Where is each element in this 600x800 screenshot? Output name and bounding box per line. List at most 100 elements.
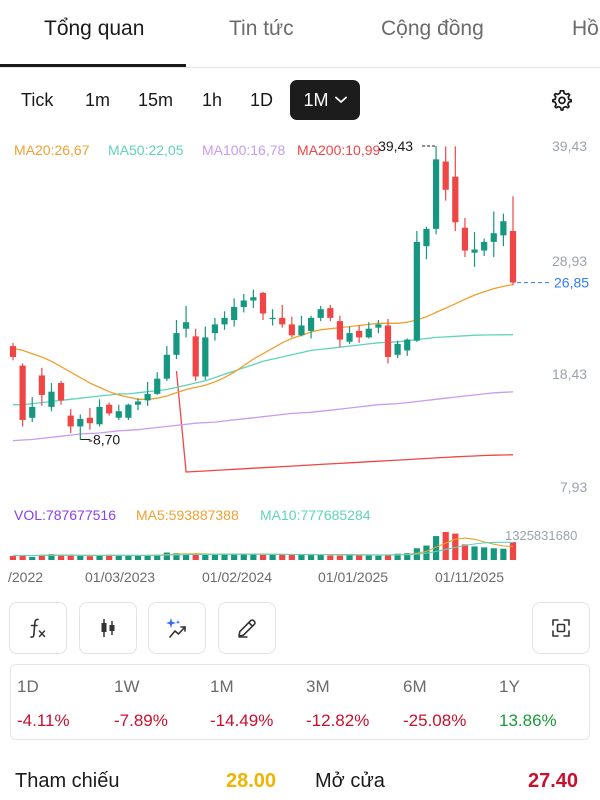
interval-15m[interactable]: 15m: [138, 90, 174, 110]
price-tick-label: 18,43: [552, 366, 587, 382]
sparkle-icon: [166, 618, 186, 638]
performance-table: 1D -4.11% 1W -7.89% 1M -14.49% 3M -12.82% 6M -25.…: [10, 664, 590, 740]
interval-1month-dropdown[interactable]: 1M: [290, 80, 360, 120]
pencil-icon: [238, 619, 256, 638]
candle-body: [231, 307, 238, 321]
tab-news[interactable]: Tin tức: [229, 17, 294, 40]
volume-bars: [9, 532, 517, 560]
candle-body: [423, 228, 430, 247]
candle-body: [77, 418, 84, 427]
function-icon: [30, 618, 46, 638]
volume-bar: [298, 554, 305, 560]
volume-bar: [231, 553, 238, 560]
last-price-label: 26,85: [554, 275, 589, 291]
candle-body: [394, 343, 401, 355]
volume-legend-vol: VOL:787677516: [14, 507, 116, 523]
tab-overview[interactable]: Tổng quan: [44, 17, 145, 40]
candle-body: [365, 328, 372, 338]
volume-bar: [67, 555, 74, 560]
chart-type-button[interactable]: [79, 602, 137, 654]
gear-icon[interactable]: [550, 88, 574, 112]
volume-bar: [211, 554, 219, 560]
ma200-line: [175, 371, 514, 473]
volume-bar: [9, 555, 17, 560]
open-price-label: Mở cửa: [315, 770, 385, 792]
performance-period-label: 1Y: [499, 677, 520, 696]
tab-community[interactable]: Cộng đồng: [381, 17, 484, 40]
volume-bar: [346, 554, 353, 560]
candle-body: [67, 415, 74, 427]
candle-body: [269, 317, 276, 320]
volume-bar: [288, 555, 295, 560]
chart-annotations: 39,43 -8,70 26,85: [80, 138, 589, 447]
price-tick-label: 39,43: [552, 138, 587, 154]
candlestick-chart[interactable]: MA20:26,67 MA50:22,05 MA100:16,78 MA200:…: [0, 128, 600, 590]
volume-bar: [173, 553, 180, 560]
volume-bar: [394, 553, 401, 560]
volume-bar: [182, 553, 190, 560]
candle-body: [211, 324, 219, 334]
candle-body: [327, 308, 334, 318]
candle-body: [202, 337, 209, 377]
tab-more[interactable]: Hồ: [572, 17, 599, 40]
volume-bar: [461, 544, 469, 560]
volume-bar: [442, 532, 449, 560]
performance-change-value: 13.86%: [499, 711, 557, 730]
reference-price-label: Tham chiếu: [15, 770, 120, 792]
volume-bar: [269, 553, 276, 560]
performance-period-label: 1D: [17, 677, 39, 696]
open-price-value: 27.40: [528, 770, 579, 792]
ma20-line: [12, 283, 514, 400]
volume-bar: [163, 552, 170, 560]
candle-body: [240, 300, 247, 308]
interval-1h[interactable]: 1h: [202, 90, 223, 110]
volume-bar: [134, 555, 142, 560]
ma100-line: [12, 391, 514, 442]
fullscreen-button[interactable]: [532, 602, 590, 654]
candle-body: [163, 354, 170, 379]
volume-bar: [125, 555, 132, 560]
interval-1m[interactable]: 1m: [85, 90, 111, 110]
candlestick-icon: [101, 619, 115, 637]
moving-average-lines: [12, 283, 514, 473]
volume-bar: [375, 555, 382, 560]
ma50-line: [13, 334, 514, 406]
candle-body: [19, 365, 26, 420]
candle-body: [86, 417, 94, 424]
candle-body: [432, 159, 440, 229]
interval-1d[interactable]: 1D: [250, 90, 274, 110]
volume-bar: [77, 555, 84, 560]
candle-body: [48, 391, 55, 407]
performance-change-value: -25.08%: [403, 711, 467, 730]
volume-bar: [115, 555, 122, 560]
fullscreen-icon: [552, 619, 570, 637]
candle-body: [173, 333, 180, 355]
volume-bar: [490, 548, 497, 560]
date-tick-label: /2022: [8, 569, 43, 585]
ma50-legend: MA50:22,05: [108, 142, 184, 158]
volume-bar: [202, 554, 209, 560]
ma20-legend: MA20:26,67: [14, 142, 90, 158]
date-tick-label: 01/11/2025: [435, 569, 504, 585]
candle-body: [384, 325, 392, 357]
volume-bar: [317, 554, 324, 560]
volume-bar: [384, 554, 392, 560]
candle-body: [317, 309, 324, 318]
candle-body: [154, 378, 161, 394]
volume-max-label: 1325831680: [505, 528, 577, 543]
volume-bar: [144, 555, 151, 560]
volume-bar: [279, 554, 286, 560]
candle-body: [134, 401, 142, 405]
date-tick-label: 01/01/2025: [318, 569, 388, 585]
interval-tick[interactable]: Tick: [21, 90, 54, 110]
date-tick-label: 01/02/2024: [202, 569, 272, 585]
indicator-button[interactable]: [9, 602, 67, 654]
volume-bar: [57, 555, 65, 560]
volume-bar: [106, 554, 113, 560]
candle-body: [471, 249, 478, 253]
price-axis: 39,43 28,93 18,43 7,93: [552, 138, 587, 495]
drawing-tool-button[interactable]: [218, 602, 276, 654]
candle-body: [375, 324, 382, 328]
ai-analysis-button[interactable]: [148, 602, 206, 654]
candle-body: [38, 375, 45, 395]
